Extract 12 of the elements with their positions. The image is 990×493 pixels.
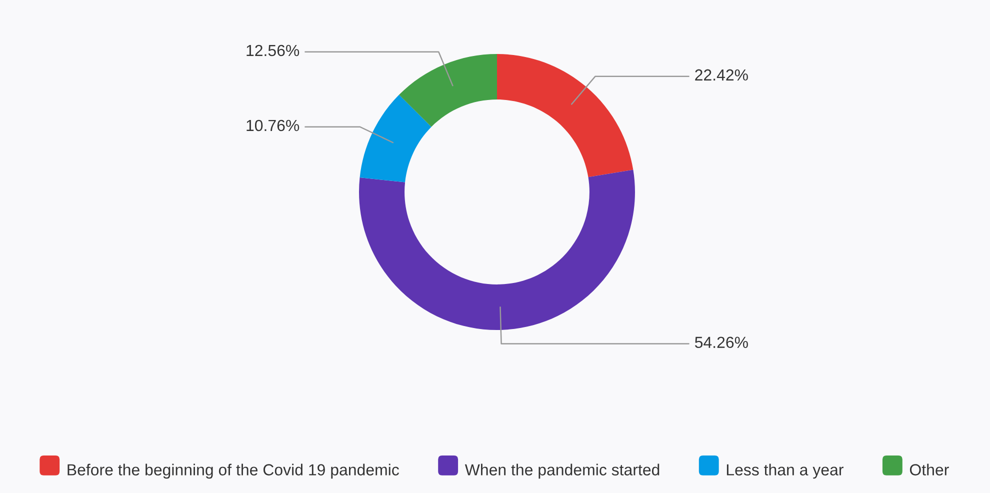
legend-label: Other [910,464,949,476]
legend-label: When the pandemic started [464,464,660,479]
data-label: 12.56% [246,44,300,56]
donut-slice [360,94,432,182]
legend-label: Less than a year [726,464,844,479]
donut-slice [497,54,634,178]
data-label: 10.76% [246,120,300,132]
data-label: 54.26% [694,336,748,348]
legend-label: Before the beginning of the Covid 19 pandemic [68,464,399,479]
data-label: 22.42% [695,69,748,81]
donut-slice [359,170,635,330]
donut-slice [399,54,497,127]
